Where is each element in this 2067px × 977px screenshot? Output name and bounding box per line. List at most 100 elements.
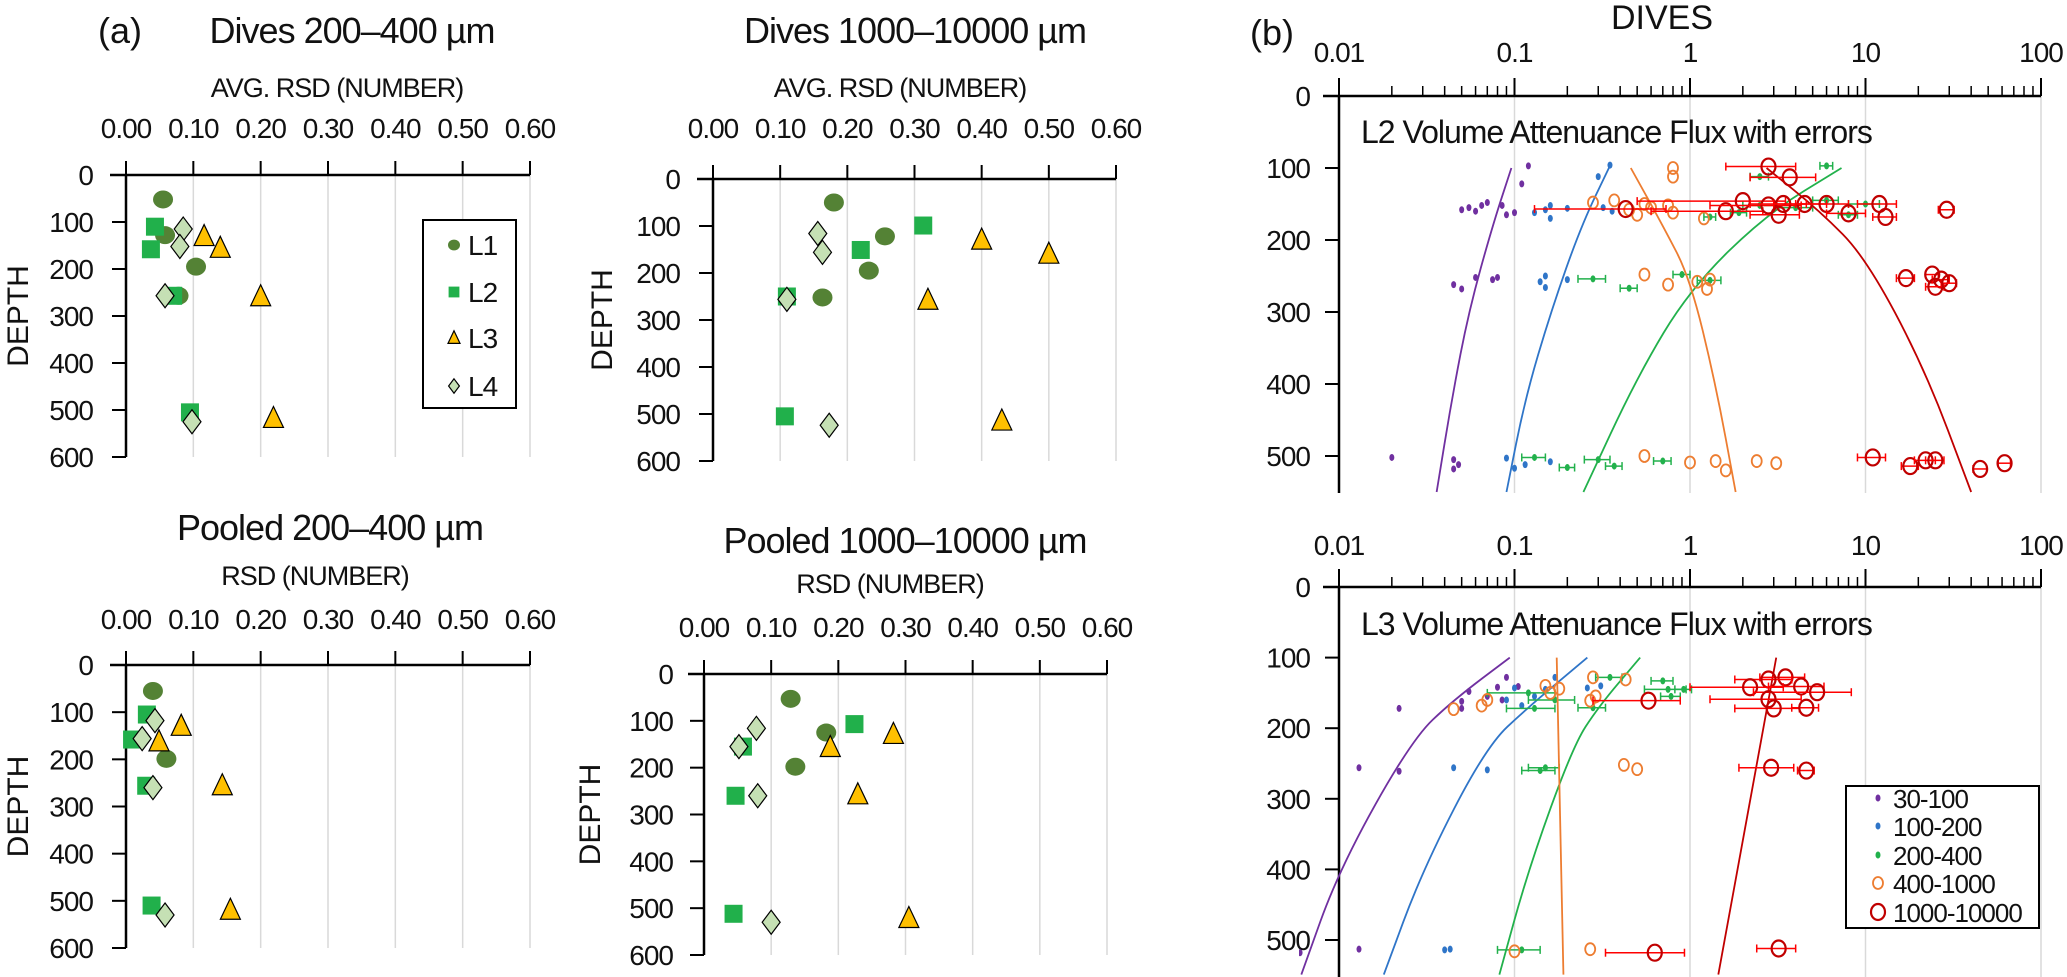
data-point [1503,696,1509,704]
chart-panel-5: 0.01 0.1 1 10 100 0 100 200 300 400 500 L3 Volume A… [1266,530,2064,977]
x-tick-label: 0.50 [1015,612,1066,643]
data-point [1456,461,1462,469]
y-tick-label: 400 [629,846,673,877]
x-tick-label: 0.01 [1314,530,1365,561]
y-tick-label: 600 [629,940,673,971]
chart-title: Dives 1000–10000 µm [744,10,1086,51]
x-tick-label: 0.00 [101,604,152,635]
y-tick-label: 500 [629,893,673,924]
y-tick-label: 0 [78,650,93,681]
data-point [1877,207,1894,227]
data-point [1508,944,1521,959]
data-point [1542,272,1548,280]
legend-marker [1869,902,1887,922]
data-point [897,905,920,929]
x-tick-label: 100 [2019,530,2063,561]
data-point [1760,157,1777,176]
chart-title: L2 Volume Attenuance Flux with errors [1361,114,1872,150]
data-point [1770,205,1787,224]
chart-panel-0: 0.00 0.10 0.20 0.30 0.40 0.50 0.60 0 100 200 300 40… [2,10,557,473]
data-point [156,749,177,768]
data-point [1299,949,1303,957]
fit-curve [1555,657,1565,975]
data-point [1451,456,1457,464]
data-point [990,407,1013,431]
legend-marker [1872,876,1884,890]
data-point [858,261,879,280]
data-point [1522,461,1528,469]
x-tick-label: 0.50 [437,604,488,635]
data-point [1537,767,1543,775]
data-point [170,712,193,736]
data-point [1600,204,1606,212]
legend-label: L4 [468,371,498,402]
data-point [1484,766,1490,774]
data-point [1584,684,1590,692]
x-tick-label: 0.50 [1024,113,1075,144]
data-point [1490,276,1496,284]
data-point [145,707,165,734]
data-point [1479,201,1485,209]
x-tick-label: 1 [1683,530,1698,561]
data-point [1466,204,1472,212]
data-point [1684,455,1696,470]
data-point [775,407,794,426]
panel-label-a: (a) [98,10,142,51]
data-point [1679,271,1685,279]
data-point [851,240,870,259]
x-tick-label: 0.10 [168,113,219,144]
series-L2 [141,217,199,422]
y-tick-label: 200 [49,744,93,775]
data-point [1499,696,1505,704]
legend-marker [1875,822,1881,830]
series-L4 [155,216,202,435]
data-point [1741,678,1759,697]
plot-area [775,193,1060,439]
data-point [1626,284,1632,292]
y-tick-label: 0 [1295,81,1310,112]
legend-label: L2 [468,277,498,308]
y-tick-label: 200 [1266,225,1310,256]
x-tick-label: 0.40 [956,113,1007,144]
y-tick-label: 400 [636,352,680,383]
data-point [1617,758,1630,772]
plot-area [1299,656,1853,975]
data-point [1640,691,1657,710]
y-tick-label: 100 [49,697,93,728]
data-point [1503,211,1509,219]
plot-area [1389,157,2013,493]
data-point [1631,762,1644,777]
chart-panel-3: 0.00 0.10 0.20 0.30 0.40 0.50 0.60 0 100 200 300 40… [574,520,1134,971]
data-point [1473,207,1479,215]
fit-curve [1582,167,1842,493]
legend-marker [448,239,460,251]
data-point [1781,168,1798,187]
legend-label: 1000-10000 [1893,898,2022,928]
series-L4 [777,220,839,439]
legend-marker [1875,851,1881,859]
data-point [1484,199,1490,207]
data-point [1494,683,1500,691]
data-point [1531,704,1537,712]
data-point [819,734,842,758]
data-point [726,786,745,805]
data-point [262,405,285,429]
data-point [1717,202,1734,221]
data-point [1607,673,1613,681]
y-tick-label: 600 [49,933,93,964]
y-tick-label: 200 [629,753,673,784]
data-point [1902,456,1919,476]
series-L1 [142,681,177,768]
x-tick-label: 0.1 [1497,530,1533,561]
y-tick-label: 300 [629,800,673,831]
data-point [1459,704,1465,712]
y-tick-label: 500 [1266,925,1310,956]
x-tick-label: 0.10 [755,113,806,144]
data-point [1619,672,1632,687]
series-L2 [775,216,933,426]
data-point [1552,673,1558,681]
data-point [1595,173,1601,181]
x-tick-label: 0.00 [101,113,152,144]
plot-area [123,681,242,928]
data-point [1396,767,1402,775]
